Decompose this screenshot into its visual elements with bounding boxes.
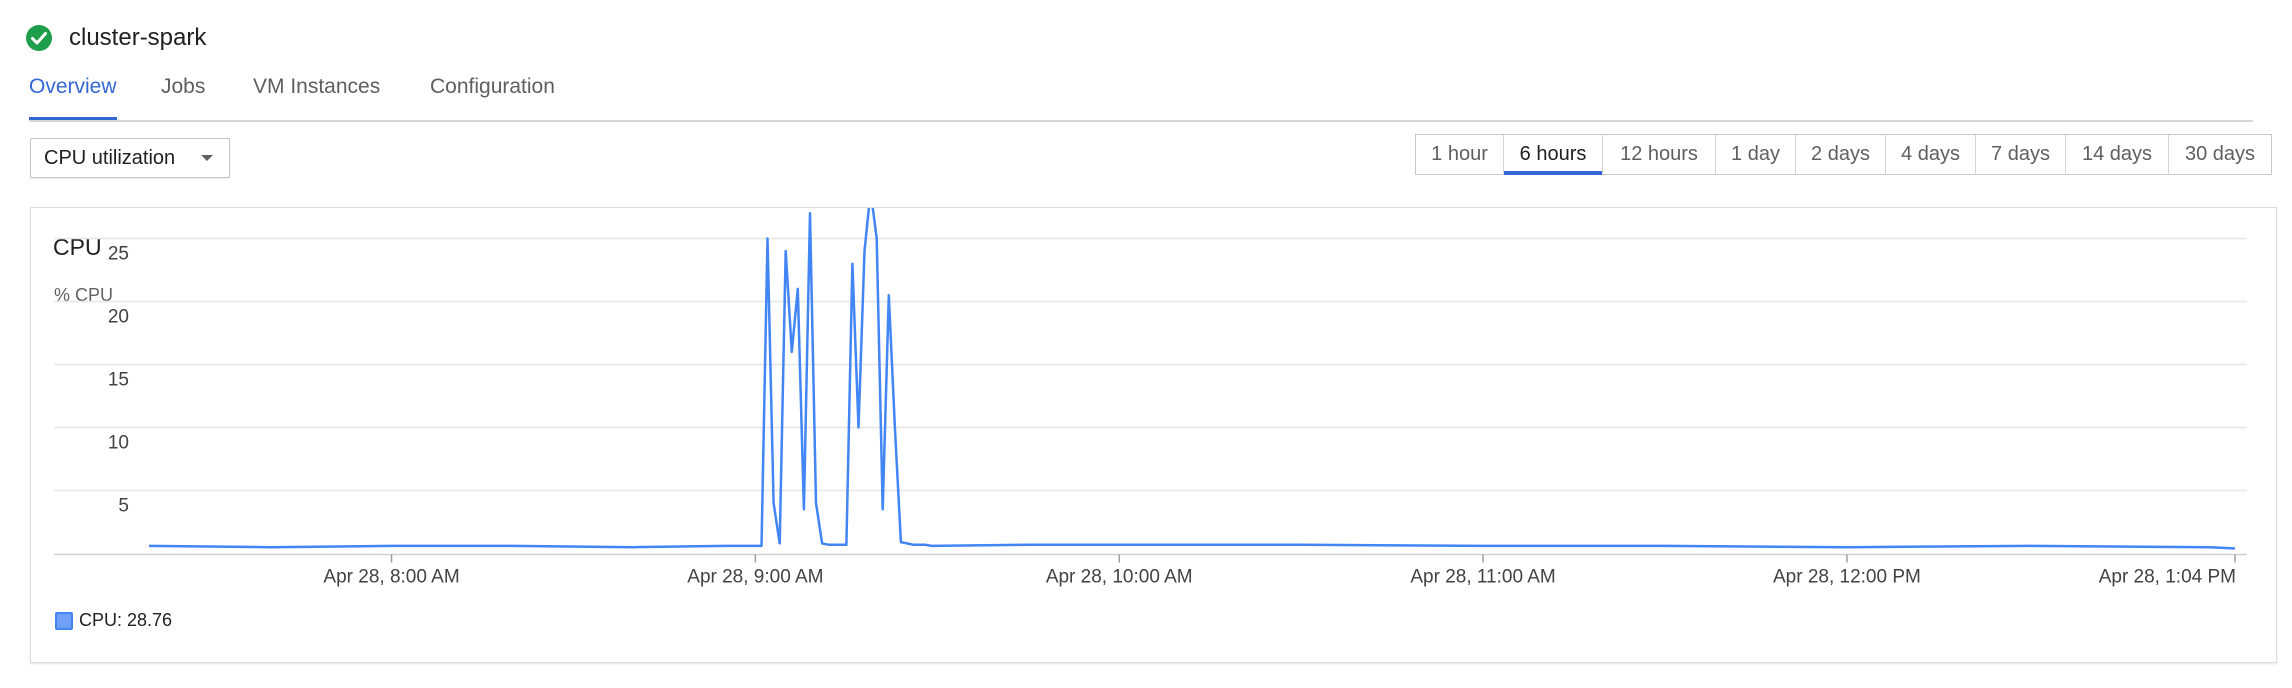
range-2-days-button[interactable]: 2 days: [1796, 135, 1886, 174]
y-tick-label-5: 5: [118, 496, 129, 517]
legend-swatch: [55, 612, 73, 630]
legend-label: CPU: 28.76: [79, 610, 172, 631]
tab-jobs[interactable]: Jobs: [161, 70, 205, 118]
x-tick-label-1: Apr 28, 9:00 AM: [687, 567, 823, 588]
tab-bar: Overview Jobs VM Instances Configuration: [29, 70, 2253, 122]
range-14-days-button[interactable]: 14 days: [2066, 135, 2169, 174]
range-6-hours-button[interactable]: 6 hours: [1504, 135, 1603, 174]
cluster-name: cluster-spark: [69, 24, 206, 52]
x-tick-label-3: Apr 28, 11:00 AM: [1410, 567, 1555, 588]
range-1-hour-button[interactable]: 1 hour: [1416, 135, 1504, 174]
metric-select-value: CPU utilization: [44, 147, 175, 170]
tab-overview[interactable]: Overview: [29, 70, 117, 118]
metric-select[interactable]: CPU utilization: [30, 138, 230, 178]
range-30-days-button[interactable]: 30 days: [2169, 135, 2271, 174]
series-line-cpu: [149, 208, 2235, 549]
range-7-days-button[interactable]: 7 days: [1976, 135, 2066, 174]
check-circle-icon: [25, 24, 53, 52]
x-tick-label-0: Apr 28, 8:00 AM: [323, 567, 459, 588]
x-tick-label-5: Apr 28, 1:04 PM: [2099, 567, 2236, 588]
tab-vm-instances[interactable]: VM Instances: [253, 70, 380, 118]
y-tick-label-15: 15: [108, 370, 129, 391]
chart-legend: CPU: 28.76: [55, 610, 172, 631]
range-1-day-button[interactable]: 1 day: [1716, 135, 1796, 174]
cluster-header: cluster-spark: [25, 20, 206, 56]
tab-configuration[interactable]: Configuration: [430, 70, 555, 118]
range-4-days-button[interactable]: 4 days: [1886, 135, 1976, 174]
x-tick-label-2: Apr 28, 10:00 AM: [1046, 567, 1193, 588]
caret-down-icon: [201, 155, 213, 161]
cpu-chart-card: CPU % CPU 5 10 15 20 25 Apr 28, 8:00 AM Apr 28…: [30, 207, 2277, 663]
y-tick-label-20: 20: [108, 307, 129, 328]
x-tick-label-4: Apr 28, 12:00 PM: [1773, 567, 1921, 588]
y-tick-label-25: 25: [108, 244, 129, 265]
time-range-selector: 1 hour 6 hours 12 hours 1 day 2 days 4 d…: [1415, 134, 2272, 175]
cpu-line-chart[interactable]: 5 10 15 20 25 Apr 28, 8:00 AM Apr 28, 9:00 AM A…: [31, 208, 2276, 662]
y-tick-label-10: 10: [108, 433, 129, 454]
range-12-hours-button[interactable]: 12 hours: [1603, 135, 1716, 174]
